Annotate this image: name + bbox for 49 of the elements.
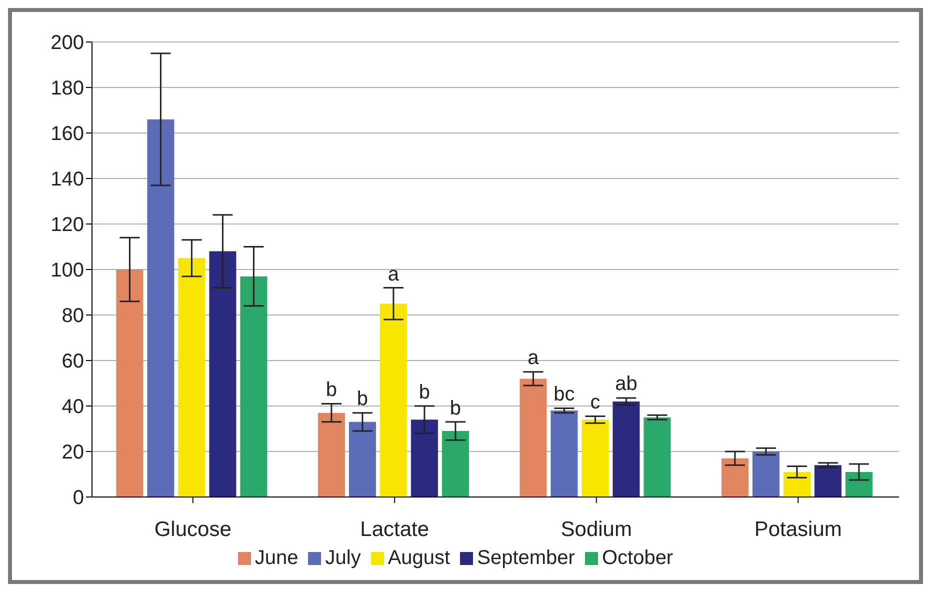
bar — [550, 410, 578, 497]
bar — [644, 417, 671, 497]
data-label: a — [528, 347, 540, 370]
bar — [178, 258, 206, 497]
legend-label: September — [477, 547, 575, 569]
bar — [318, 412, 345, 497]
y-tick-label: 40 — [62, 396, 84, 418]
bar — [612, 401, 640, 497]
y-tick-label: 80 — [62, 305, 84, 328]
y-tick-label: 200 — [50, 32, 84, 54]
data-label: a — [388, 263, 400, 286]
bar — [721, 458, 748, 497]
x-tick-label: Glucose — [154, 518, 232, 541]
data-label: b — [450, 397, 462, 420]
x-tick-label: Lactate — [360, 518, 430, 541]
legend-label: July — [325, 547, 361, 569]
x-tick-label: Sodium — [560, 518, 632, 541]
y-tick-label: 120 — [50, 214, 84, 236]
data-label: ab — [615, 373, 638, 396]
data-label: b — [326, 379, 338, 402]
bar — [783, 472, 810, 497]
bar — [410, 420, 438, 497]
bar — [240, 276, 268, 497]
bar — [814, 465, 842, 497]
y-tick-label: 160 — [50, 123, 84, 146]
legend-label: June — [254, 547, 298, 569]
data-label: b — [418, 382, 430, 404]
bar — [752, 452, 780, 497]
data-label: b — [356, 388, 368, 410]
x-tick-label: Potasium — [754, 518, 842, 541]
legend-label: October — [602, 547, 674, 569]
y-tick-label: 60 — [62, 350, 84, 373]
bar — [209, 251, 236, 497]
y-tick-label: 20 — [62, 442, 84, 464]
bar — [582, 420, 609, 497]
bar — [116, 270, 144, 497]
y-tick-label: 0 — [72, 487, 84, 510]
bar — [442, 431, 469, 497]
bar — [348, 422, 376, 497]
bar — [380, 304, 407, 497]
data-label: bc — [554, 383, 575, 406]
data-label: c — [590, 391, 600, 414]
y-tick-label: 180 — [50, 78, 84, 100]
bar — [147, 119, 174, 497]
legend-label: August — [388, 547, 450, 569]
bar — [520, 378, 547, 497]
bar — [845, 472, 872, 497]
y-tick-label: 100 — [50, 260, 84, 282]
y-tick-label: 140 — [50, 168, 84, 191]
